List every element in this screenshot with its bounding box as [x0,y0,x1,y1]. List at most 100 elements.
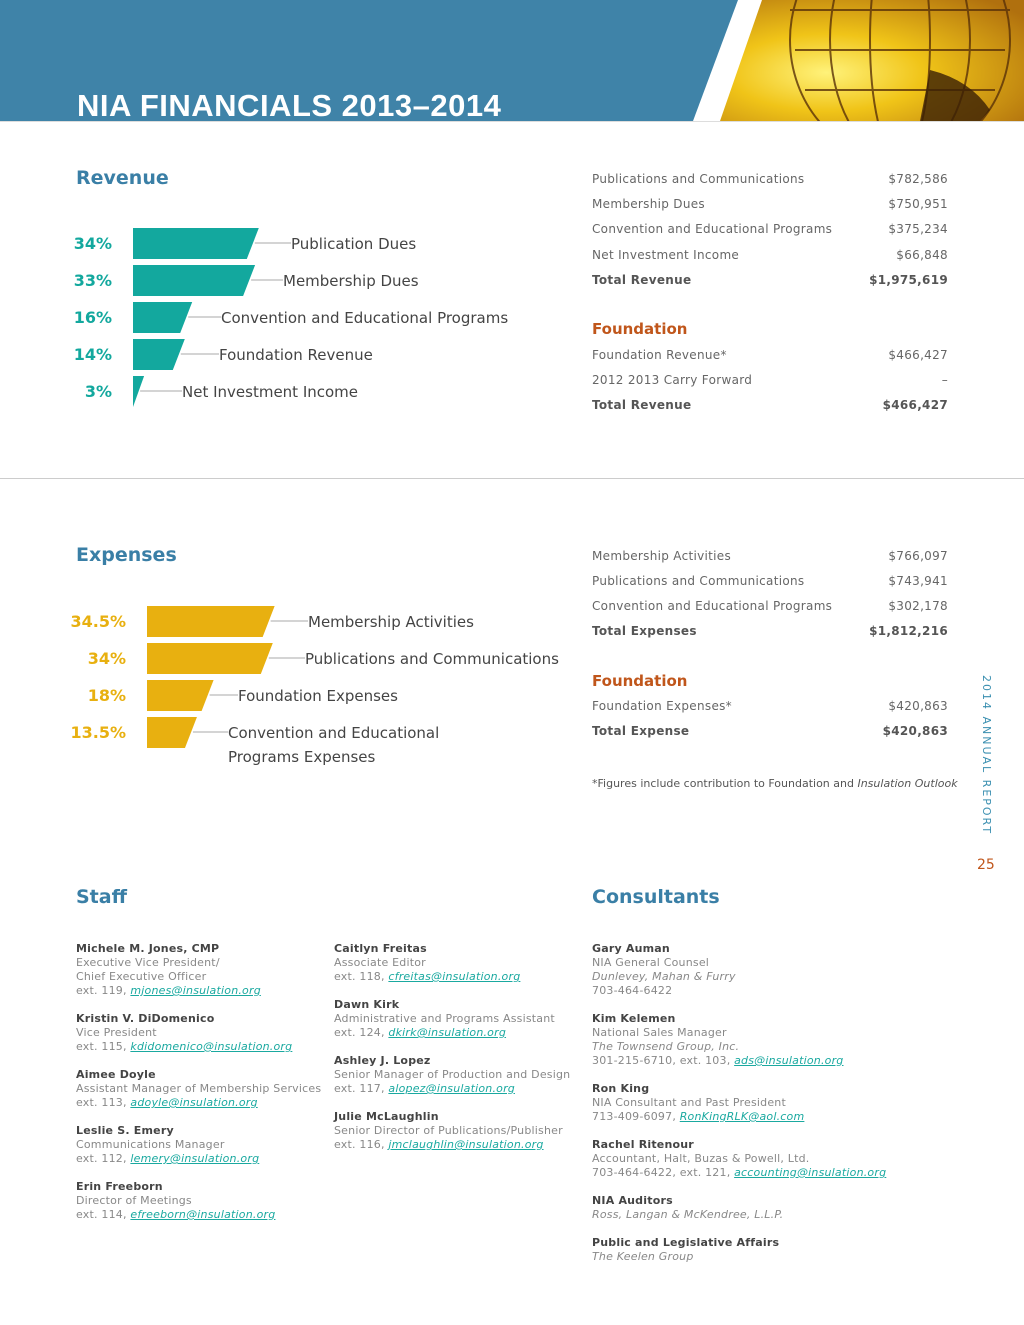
email-link[interactable]: jmclaughlin@insulation.org [388,1138,544,1151]
email-link[interactable]: alopez@insulation.org [388,1082,515,1095]
row-value: – [941,373,948,387]
category-label: Foundation Revenue [219,346,373,364]
contact-title: NIA Consultant and Past President [592,1096,786,1109]
contact-entry: Aimee Doyle Assistant Manager of Membersh… [76,1068,321,1110]
category-label: Net Investment Income [182,383,358,401]
contact-name: Caitlyn Freitas [334,942,427,955]
contact-company: The Townsend Group, Inc. [592,1040,740,1053]
bar-row: 18% Foundation Expenses [88,680,398,711]
table-row: Foundation Revenue* $466,427 [592,348,948,362]
row-value: $1,812,216 [869,624,948,638]
percent-label: 34% [88,649,126,668]
contact-name: Ashley J. Lopez [334,1054,431,1067]
contact-entry: Kristin V. DiDomenico Vice President ext. … [76,1012,292,1054]
revenue-foundation-heading: Foundation [592,320,688,338]
contact-company: Ross, Langan & McKendree, L.L.P. [592,1208,784,1221]
contact-name: Dawn Kirk [334,998,400,1011]
table-row: Membership Dues $750,951 [592,197,948,211]
bar [133,376,145,407]
category-label: Publications and Communications [305,650,559,668]
bar-row: 13.5% Convention and Educational Programs … [70,717,439,766]
bar [147,717,197,748]
row-label: Total Revenue [592,273,692,287]
row-value: $466,427 [882,398,948,412]
contact-name: Gary Auman [592,942,670,955]
contact-name: Michele M. Jones, CMP [76,942,220,955]
bar-row: 34% Publication Dues [74,228,416,259]
row-label: Net Investment Income [592,248,740,262]
email-link[interactable]: lemery@insulation.org [130,1152,260,1165]
bar [147,606,275,637]
contact-phone: ext. 113, [76,1096,131,1109]
contact-phone: ext. 116, [334,1138,389,1151]
table-row: 2012 2013 Carry Forward – [592,373,948,387]
contact-title: Administrative and Programs Assistant [334,1012,555,1025]
email-link[interactable]: efreeborn@insulation.org [130,1208,276,1221]
category-label: Membership Dues [283,272,419,290]
category-label: Publication Dues [291,235,416,253]
contact-title: Associate Editor [334,956,426,969]
bar-row: 16% Convention and Educational Programs [74,302,508,333]
contact-name: Kristin V. DiDomenico [76,1012,215,1025]
contact-title: Executive Vice President/ [76,956,220,969]
contact-phone: ext. 117, [334,1082,389,1095]
email-link[interactable]: adoyle@insulation.org [130,1096,258,1109]
contact-entry: Ashley J. Lopez Senior Manager of Product… [334,1054,570,1096]
contact-name: Julie McLaughlin [334,1110,439,1123]
row-label: Total Expenses [592,624,697,638]
email-link[interactable]: ads@insulation.org [734,1054,844,1067]
footnote-text: *Figures include contribution to Foundat… [592,777,858,790]
contact-name: Aimee Doyle [76,1068,156,1081]
bar-row: 34.5% Membership Activities [70,606,474,637]
percent-label: 13.5% [70,723,126,742]
contact-phone: 703-464-6422 [592,984,673,997]
row-value: $302,178 [888,599,948,613]
row-value: $420,863 [888,699,948,713]
email-link[interactable]: kdidomenico@insulation.org [130,1040,293,1053]
row-label: Foundation Expenses* [592,699,732,713]
contact-phone: 703-464-6422, ext. 121, [592,1166,735,1179]
bar [133,228,259,259]
globe-icon [789,0,1011,121]
contact-title: Assistant Manager of Membership Services [76,1082,322,1095]
contact-name: Erin Freeborn [76,1180,163,1193]
header-banner: NIA FINANCIALS 2013–2014 [0,0,1024,121]
category-label: Convention and Educational [228,724,439,742]
contact-company: The Keelen Group [592,1250,694,1263]
contact-title: National Sales Manager [592,1026,727,1039]
contact-company: Dunlevey, Mahan & Furry [592,970,736,983]
contact-title: Chief Executive Officer [76,970,207,983]
email-link[interactable]: RonKingRLK@aol.com [679,1110,805,1123]
contact-entry: Gary Auman NIA General Counsel Dunlevey, M… [592,942,736,998]
bar [133,339,185,370]
row-label: Total Revenue [592,398,692,412]
bar [147,643,273,674]
row-value: $420,863 [882,724,948,738]
row-value: $1,975,619 [869,273,948,287]
percent-label: 18% [88,686,126,705]
contact-title: Senior Manager of Production and Design [334,1068,571,1081]
email-link[interactable]: accounting@insulation.org [734,1166,887,1179]
email-link[interactable]: mjones@insulation.org [130,984,261,997]
bar-row: 33% Membership Dues [74,265,419,296]
contact-title: Accountant, Halt, Buzas & Powell, Ltd. [592,1152,810,1165]
bar-row: 3% Net Investment Income [85,376,358,407]
table-row: Total Expenses $1,812,216 [592,624,948,638]
bar [133,302,193,333]
email-link[interactable]: dkirk@insulation.org [388,1026,507,1039]
contact-phone: ext. 118, [334,970,389,983]
contact-phone: ext. 112, [76,1152,131,1165]
row-label: Convention and Educational Programs [592,599,833,613]
contact-entry: Caitlyn Freitas Associate Editor ext. 118,… [334,942,520,984]
footnote-italic: Insulation Outlook [857,777,958,790]
contact-entry: Michele M. Jones, CMP Executive Vice Pres… [76,942,261,998]
staff-heading: Staff [76,886,127,908]
row-value: $66,848 [896,248,948,262]
email-link[interactable]: cfreitas@insulation.org [388,970,521,983]
category-label: Programs Expenses [228,748,376,766]
row-label: Total Expense [592,724,690,738]
bar-row: 14% Foundation Revenue [74,339,373,370]
contact-phone: ext. 119, [76,984,131,997]
contact-name: Leslie S. Emery [76,1124,174,1137]
contact-name: Ron King [592,1082,650,1095]
